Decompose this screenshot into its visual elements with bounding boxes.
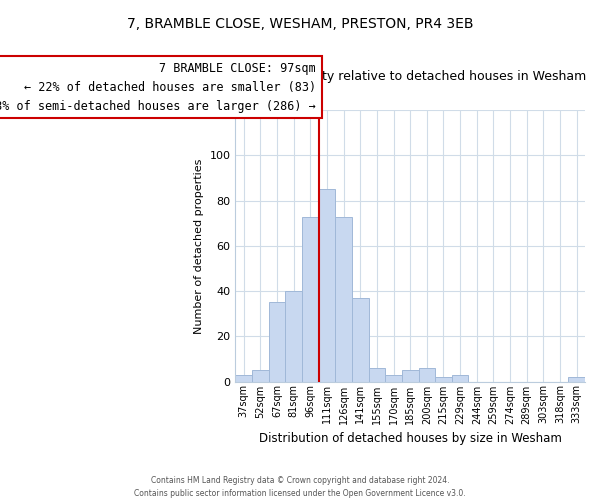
- Bar: [319, 190, 335, 382]
- Bar: [252, 370, 269, 382]
- Bar: [335, 216, 352, 382]
- Bar: [302, 216, 319, 382]
- Text: 7, BRAMBLE CLOSE, WESHAM, PRESTON, PR4 3EB: 7, BRAMBLE CLOSE, WESHAM, PRESTON, PR4 3…: [127, 18, 473, 32]
- Bar: [419, 368, 435, 382]
- Bar: [568, 377, 585, 382]
- Bar: [352, 298, 368, 382]
- Y-axis label: Number of detached properties: Number of detached properties: [194, 158, 204, 334]
- Bar: [402, 370, 419, 382]
- Bar: [452, 374, 469, 382]
- X-axis label: Distribution of detached houses by size in Wesham: Distribution of detached houses by size …: [259, 432, 562, 445]
- Text: Contains HM Land Registry data © Crown copyright and database right 2024.
Contai: Contains HM Land Registry data © Crown c…: [134, 476, 466, 498]
- Text: 7 BRAMBLE CLOSE: 97sqm
← 22% of detached houses are smaller (83)
78% of semi-det: 7 BRAMBLE CLOSE: 97sqm ← 22% of detached…: [0, 62, 316, 112]
- Bar: [435, 377, 452, 382]
- Bar: [269, 302, 286, 382]
- Title: Size of property relative to detached houses in Wesham: Size of property relative to detached ho…: [235, 70, 586, 82]
- Bar: [235, 374, 252, 382]
- Bar: [368, 368, 385, 382]
- Bar: [286, 291, 302, 382]
- Bar: [385, 374, 402, 382]
